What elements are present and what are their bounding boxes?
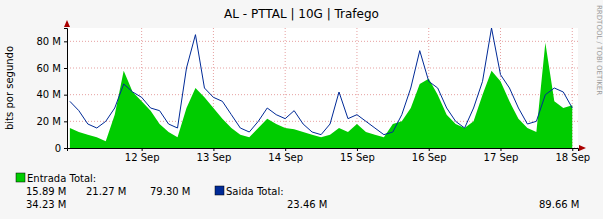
legend-stat: 79.30 M bbox=[150, 186, 190, 197]
y-tick-mark bbox=[64, 68, 67, 69]
x-tick: 14 Sep bbox=[268, 148, 303, 163]
plot-marks bbox=[70, 28, 572, 148]
y-tick-mark bbox=[64, 121, 67, 122]
y-tick-label: 40 M bbox=[36, 89, 61, 100]
y-tick-mark bbox=[64, 148, 67, 149]
legend-label: Saida Total: bbox=[226, 186, 284, 197]
x-tick-mark bbox=[572, 148, 573, 151]
y-tick-label: 20 M bbox=[36, 116, 61, 127]
x-tick-label: 12 Sep bbox=[125, 152, 160, 163]
x-tick: 17 Sep bbox=[484, 148, 519, 163]
chart: 0 20 M 40 M 60 M 80 M 12 Sep 13 Sep 14 Sep 15 Se… bbox=[0, 0, 603, 219]
y-axis-line bbox=[64, 29, 68, 149]
legend-stat: 15.89 M bbox=[26, 186, 66, 197]
x-tick: 12 Sep bbox=[125, 148, 160, 163]
y-tick: 40 M bbox=[36, 89, 67, 100]
x-tick-mark bbox=[429, 148, 430, 151]
x-tick-label: 18 Sep bbox=[555, 152, 590, 163]
x-axis: 12 Sep 13 Sep 14 Sep 15 Sep 16 Sep 17 Sep 18 S… bbox=[68, 148, 591, 163]
plot-area bbox=[67, 28, 578, 148]
y-tick: 20 M bbox=[36, 116, 67, 127]
y-axis-arrow bbox=[64, 20, 70, 27]
legend-stat: 89.66 M bbox=[539, 199, 579, 210]
legend-stat: 21.27 M bbox=[86, 186, 126, 197]
x-tick: 18 Sep bbox=[555, 148, 590, 163]
y-tick-label: 0 bbox=[55, 143, 61, 154]
y-tick-label: 80 M bbox=[36, 36, 61, 47]
x-axis-arrow bbox=[579, 145, 586, 151]
legend: Entrada Total: 15.89 M 21.27 M 79.30 M Saida… bbox=[16, 173, 579, 210]
y-grid-line bbox=[67, 68, 578, 69]
x-tick: 16 Sep bbox=[412, 148, 447, 163]
x-tick-mark bbox=[142, 148, 143, 151]
background bbox=[0, 0, 603, 219]
line-series bbox=[70, 28, 572, 135]
y-grid-line bbox=[67, 41, 578, 42]
x-tick-mark bbox=[500, 148, 501, 151]
x-tick-mark bbox=[285, 148, 286, 151]
y-tick-mark bbox=[64, 41, 67, 42]
x-tick-mark bbox=[357, 148, 358, 151]
x-tick: 15 Sep bbox=[340, 148, 375, 163]
y-tick-mark bbox=[64, 95, 67, 96]
x-tick-label: 15 Sep bbox=[340, 152, 375, 163]
x-tick-label: 14 Sep bbox=[268, 152, 303, 163]
title: AL - PTTAL | 10G | Trafego bbox=[224, 7, 379, 21]
y-axis-title: bits por segundo bbox=[4, 46, 15, 130]
x-tick-mark bbox=[213, 148, 214, 151]
x-tick-label: 13 Sep bbox=[197, 152, 232, 163]
y-axis: 0 20 M 40 M 60 M 80 M bbox=[36, 29, 67, 154]
legend-stat: 23.46 M bbox=[287, 199, 327, 210]
legend-swatch bbox=[16, 173, 25, 182]
x-tick: 13 Sep bbox=[197, 148, 232, 163]
legend-swatch bbox=[215, 186, 224, 195]
legend-stat: 34.23 M bbox=[26, 199, 66, 210]
legend-label: Entrada Total: bbox=[27, 173, 96, 184]
x-tick-label: 17 Sep bbox=[484, 152, 519, 163]
y-tick: 60 M bbox=[36, 63, 67, 74]
watermark: RRDTOOL / TOBI OETIKER bbox=[595, 5, 603, 95]
x-tick-label: 16 Sep bbox=[412, 152, 447, 163]
y-tick: 0 bbox=[55, 143, 67, 154]
x-axis-line bbox=[68, 149, 579, 152]
y-tick: 80 M bbox=[36, 36, 67, 47]
y-tick-label: 60 M bbox=[36, 63, 61, 74]
grid bbox=[67, 28, 578, 148]
